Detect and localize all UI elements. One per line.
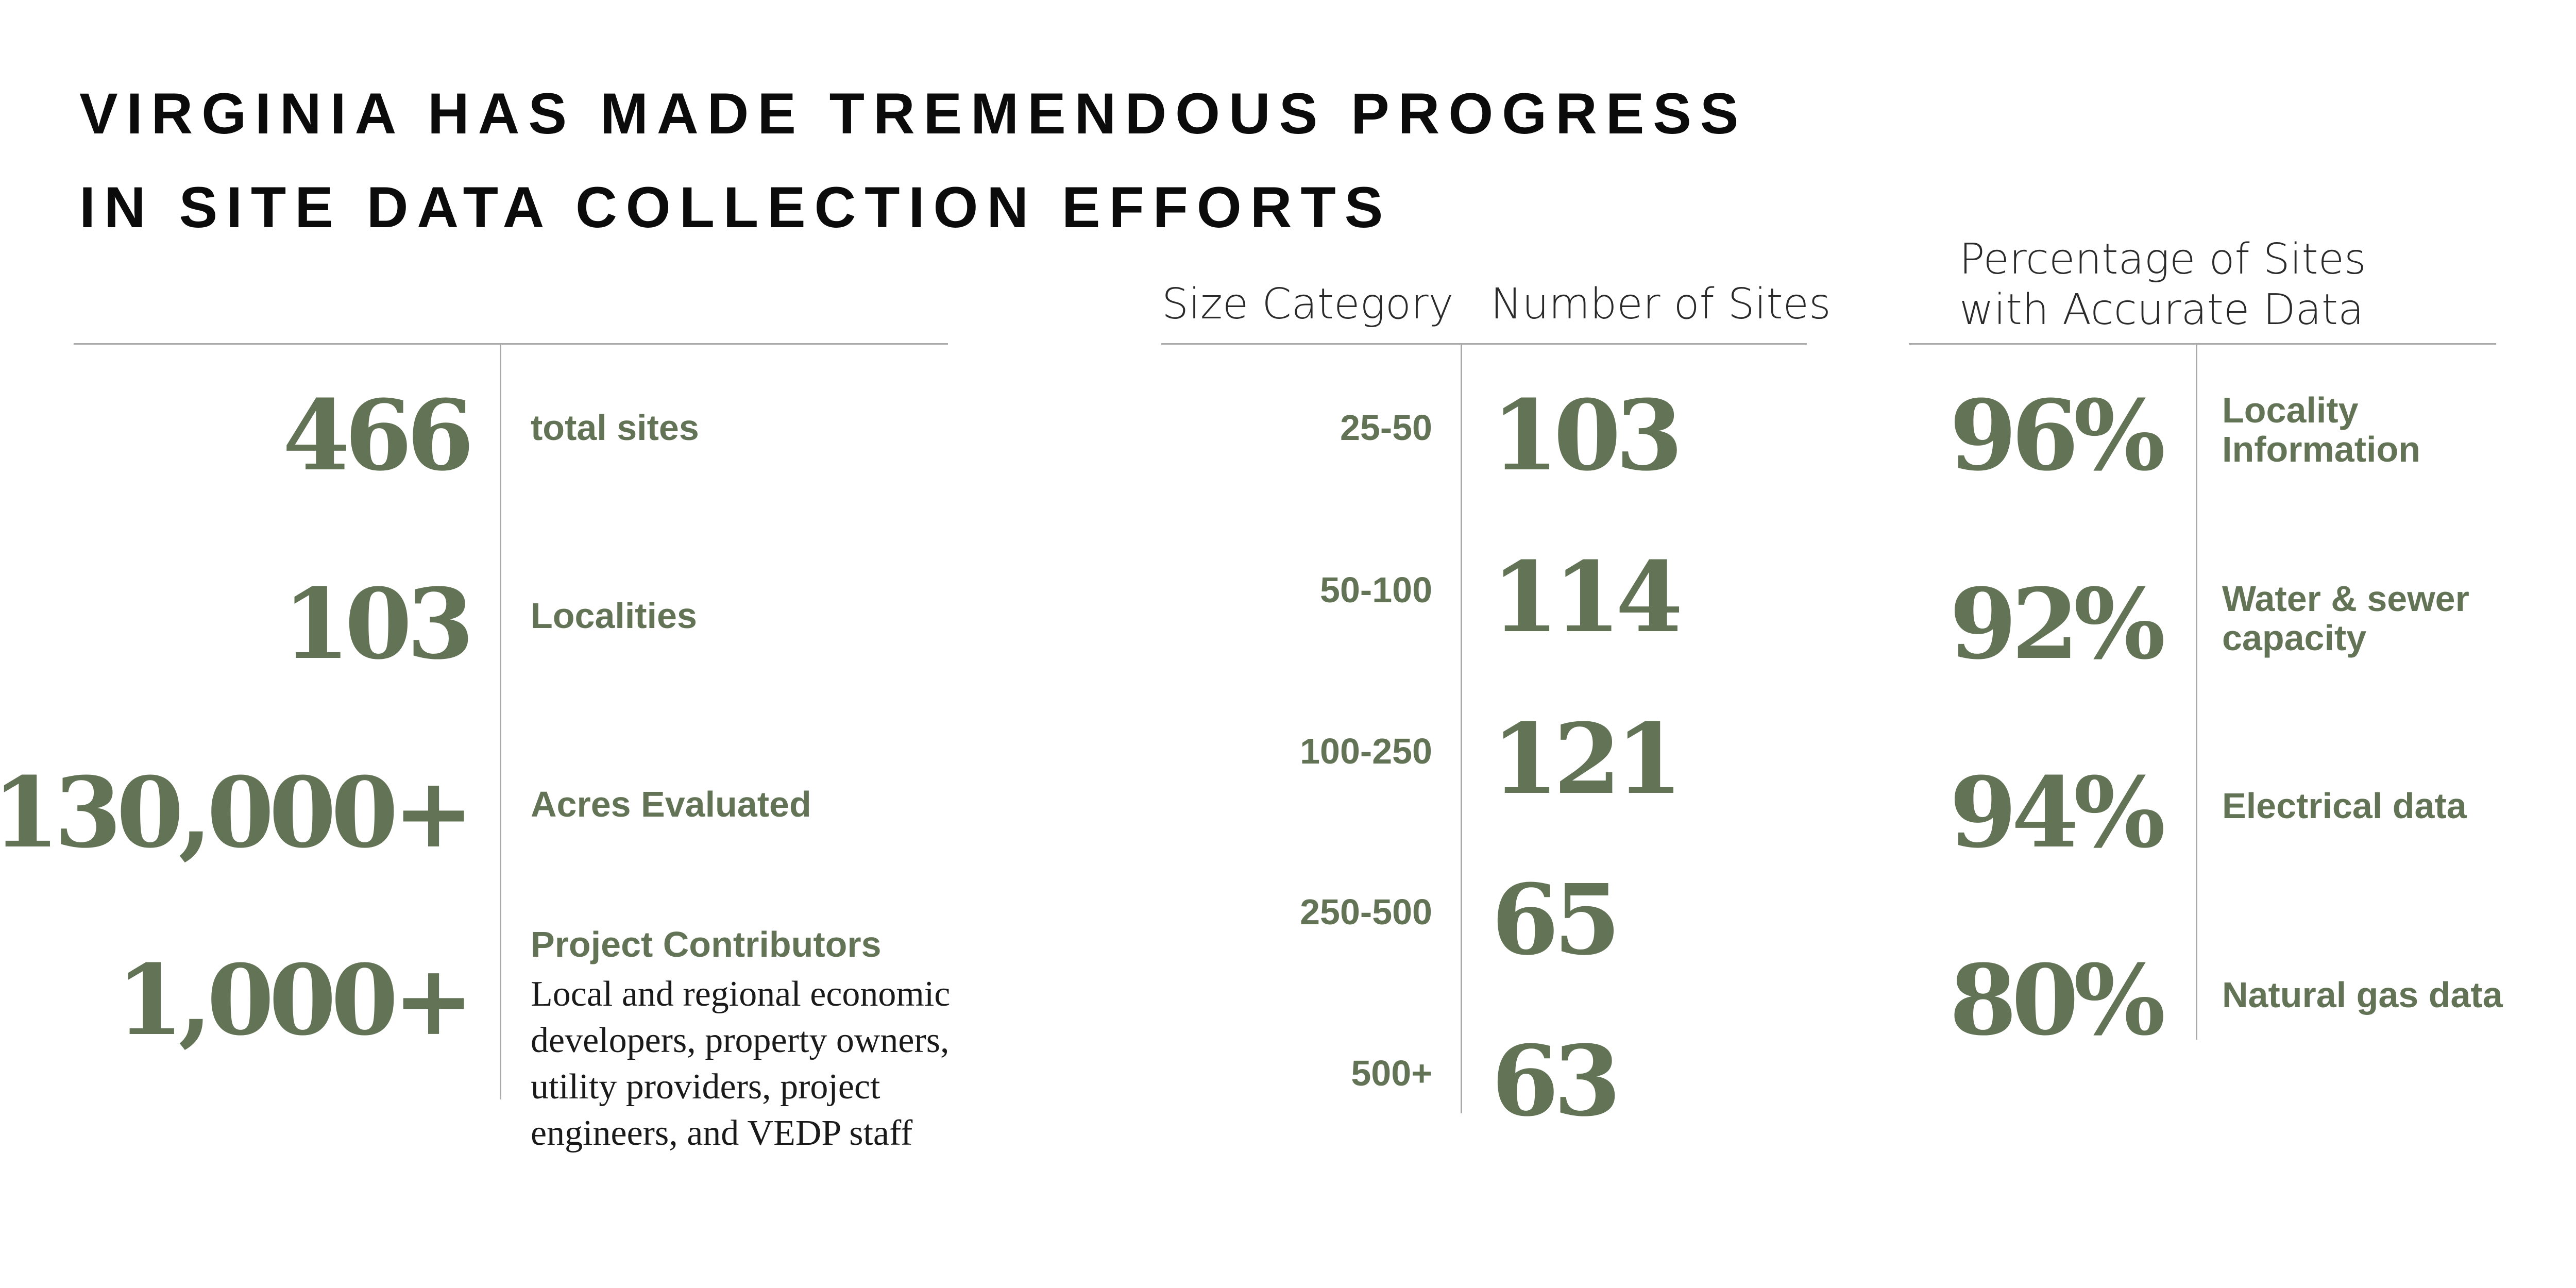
size-table-divider: [1461, 343, 1462, 1113]
page-title-line-1: VIRGINIA HAS MADE TREMENDOUS PROGRESS: [79, 81, 1748, 146]
size-category-header: Size Category: [1162, 280, 1454, 329]
accuracy-label: Water & sewer capacity: [2222, 579, 2469, 657]
accuracy-label-line: Natural gas data: [2222, 975, 2503, 1015]
site-count-value: 103: [1492, 379, 1683, 493]
summary-top-rule: [74, 343, 948, 345]
accuracy-label-line: Water & sewer: [2222, 579, 2469, 619]
stat-acres-label: Acres Evaluated: [531, 784, 811, 824]
size-category-label: 100-250: [1300, 731, 1432, 771]
contributors-description-line: utility providers, project: [531, 1067, 880, 1107]
accuracy-label-line: Locality: [2222, 390, 2359, 430]
stat-total-sites-value: 466: [282, 379, 474, 493]
contributors-description-line: Local and regional economic: [531, 974, 951, 1014]
accuracy-top-rule: [1909, 343, 2496, 345]
stat-localities-label: Localities: [531, 596, 697, 636]
accuracy-percent-value: 96%: [1949, 379, 2166, 493]
accuracy-label-line: capacity: [2222, 618, 2367, 658]
stat-acres-value: 130,000+: [0, 756, 474, 870]
page-title-line-2: IN SITE DATA COLLECTION EFFORTS: [79, 175, 1392, 240]
site-count-value: 63: [1492, 1024, 1621, 1138]
accuracy-percent-value: 92%: [1949, 567, 2166, 681]
contributors-description-line: developers, property owners,: [531, 1021, 950, 1060]
accuracy-header-line: Percentage of Sites: [1959, 235, 2366, 284]
size-table-top-rule: [1161, 343, 1807, 345]
site-count-value: 121: [1492, 702, 1683, 816]
number-of-sites-header: Number of Sites: [1490, 280, 1831, 329]
size-category-label: 250-500: [1300, 892, 1432, 932]
accuracy-header-line: with Accurate Data: [1959, 285, 2364, 334]
accuracy-label: Natural gas data: [2222, 975, 2503, 1014]
page-title: VIRGINIA HAS MADE TREMENDOUS PROGRESS IN…: [79, 67, 1747, 255]
contributors-description-line: engineers, and VEDP staff: [531, 1113, 913, 1153]
size-category-label: 500+: [1351, 1053, 1432, 1093]
site-count-value: 114: [1492, 540, 1683, 654]
stat-total-sites-label: total sites: [531, 408, 699, 448]
size-category-label: 50-100: [1320, 570, 1432, 610]
accuracy-percent-value: 80%: [1949, 943, 2166, 1057]
stat-contributors-label: Project Contributors: [531, 924, 882, 964]
accuracy-header: Percentage of Sites with Accurate Data: [1959, 234, 2366, 335]
accuracy-percent-value: 94%: [1949, 756, 2166, 870]
stat-localities-value: 103: [282, 567, 474, 681]
accuracy-label-line: Electrical data: [2222, 786, 2467, 826]
site-count-value: 65: [1492, 863, 1621, 977]
accuracy-label: Locality Information: [2222, 391, 2420, 469]
accuracy-label: Electrical data: [2222, 786, 2467, 825]
accuracy-divider: [2196, 343, 2197, 1040]
size-category-label: 25-50: [1340, 408, 1432, 448]
summary-divider: [500, 343, 501, 1099]
stat-contributors-value: 1,000+: [116, 943, 474, 1057]
contributors-description: Local and regional economic developers, …: [531, 971, 1036, 1157]
accuracy-label-line: Information: [2222, 429, 2420, 469]
